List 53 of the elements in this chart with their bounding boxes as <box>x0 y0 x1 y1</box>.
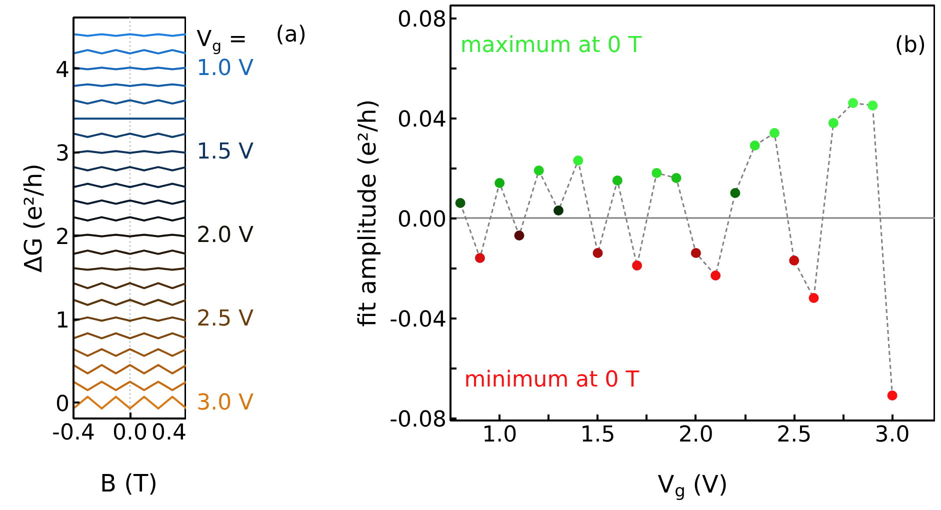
point <box>592 248 603 258</box>
x-axis-title: B (T) <box>100 470 158 498</box>
point <box>710 270 721 280</box>
y-tick-label: 2 <box>56 225 70 250</box>
point <box>848 98 858 108</box>
point <box>573 156 584 166</box>
x-tick-label: 0.0 <box>112 420 148 446</box>
point <box>828 118 838 128</box>
series-label: 2.0 V <box>196 223 254 248</box>
x-tick-label: 1.5 <box>580 422 616 448</box>
point <box>494 178 505 188</box>
y-tick-label: 0.04 <box>398 108 446 132</box>
annotation: minimum at 0 T <box>464 367 640 392</box>
x-tick-label: 0.4 <box>152 420 187 446</box>
y-tick-label: 0.00 <box>398 208 446 232</box>
y-axis-title: fit amplitude (e²/h) <box>354 99 382 327</box>
x-tick-label: 1.0 <box>482 422 518 448</box>
point <box>455 198 466 208</box>
point <box>671 173 682 183</box>
y-tick-label: 0 <box>56 392 70 418</box>
y-tick-label: -0.04 <box>390 308 447 332</box>
point <box>690 248 701 258</box>
series-label: 1.0 V <box>196 56 254 81</box>
y-tick-label: 4 <box>56 58 70 83</box>
point <box>553 206 564 216</box>
point <box>789 256 800 266</box>
x-tick-label: 2.5 <box>776 422 812 448</box>
point <box>514 230 524 240</box>
annotation: maximum at 0 T <box>460 33 642 58</box>
series-label: 2.5 V <box>196 306 254 332</box>
point <box>474 253 485 263</box>
point <box>769 128 780 138</box>
y-tick-label: 0.08 <box>398 8 446 32</box>
point <box>612 176 622 186</box>
annotation: (b) <box>894 33 926 58</box>
text: (a) <box>276 22 306 48</box>
series-label: 1.5 V <box>196 140 254 165</box>
point <box>632 260 642 270</box>
series-label: 3.0 V <box>196 390 254 416</box>
point <box>868 100 878 110</box>
x-tick-label: -0.4 <box>52 420 95 446</box>
point <box>534 166 544 176</box>
point <box>808 293 819 303</box>
point <box>730 188 740 198</box>
y-tick-label: 1 <box>56 308 70 334</box>
y-tick-label: -0.08 <box>390 408 447 432</box>
y-axis-title: ΔG (e²/h) <box>20 163 48 273</box>
point <box>750 140 760 150</box>
y-tick-label: 3 <box>56 142 70 166</box>
point <box>652 168 662 178</box>
point <box>887 390 898 400</box>
x-tick-label: 3.0 <box>874 422 910 448</box>
x-tick-label: 2.0 <box>678 422 714 448</box>
